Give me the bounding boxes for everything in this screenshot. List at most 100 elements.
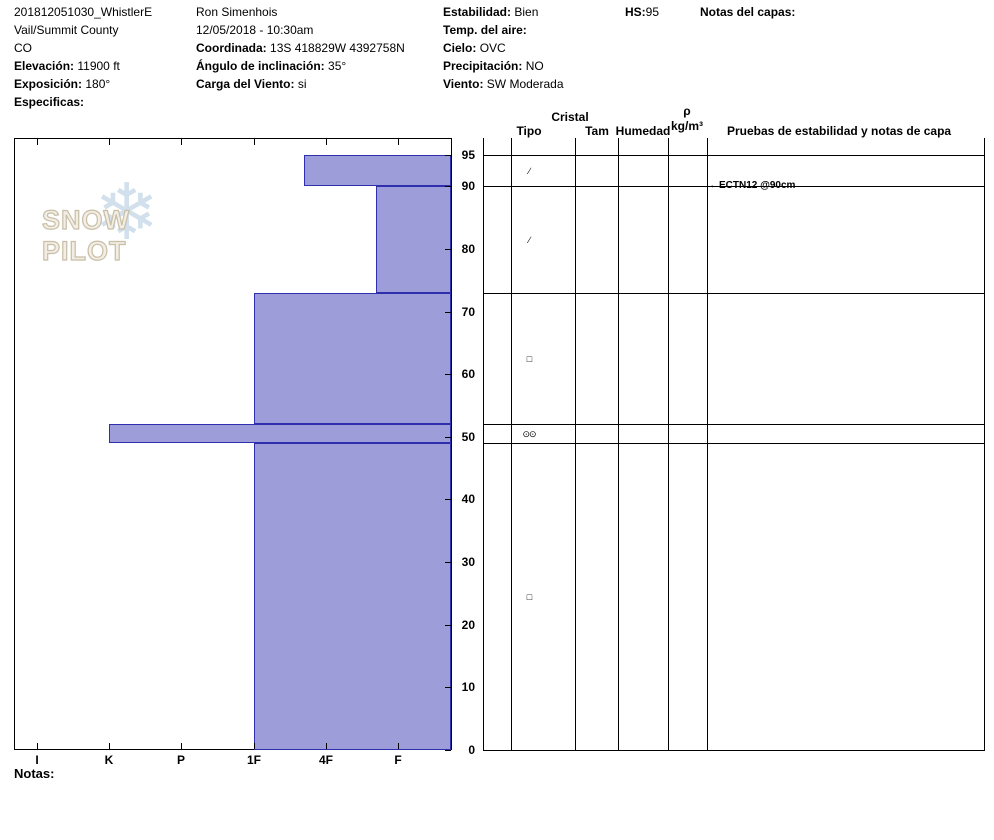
depth-tick	[445, 750, 451, 751]
wind: Viento: SW Moderada	[443, 77, 564, 91]
hardness-tick-bottom	[254, 743, 255, 749]
coordinates-label: Coordinada:	[196, 41, 267, 55]
layer-boundary-line	[483, 443, 985, 445]
hardness-tick-top	[37, 139, 38, 145]
profile-id: 201812051030_WhistlerE	[14, 5, 153, 19]
depth-tick	[445, 436, 451, 438]
depth-tick	[445, 499, 451, 501]
hardness-axis-label: 4F	[318, 753, 333, 767]
depth-tick-label: 40	[461, 492, 475, 507]
state: CO	[14, 41, 32, 55]
hs-value: 95	[645, 5, 660, 19]
hardness-axis-label: P	[176, 753, 185, 767]
density-rho-header: ρ	[683, 104, 691, 118]
notes-label: Notas:	[14, 766, 55, 781]
hardness-axis-label: 1F	[246, 753, 261, 767]
depth-tick-label: 60	[461, 367, 475, 382]
density-units-header: kg/m³	[670, 119, 703, 133]
stability-tests-header: Pruebas de estabilidad y notas de capa	[727, 124, 952, 138]
hardness-axis-label: K	[104, 753, 114, 767]
grain-type-symbol: □	[526, 591, 532, 602]
precipitation: Precipitación: NO	[443, 59, 544, 73]
layer-boundary-line	[483, 186, 985, 188]
depth-tick-label: 20	[461, 617, 475, 632]
snow-layer-bar	[109, 424, 451, 444]
layer-boundary-line	[483, 155, 985, 156]
location: Vail/Summit County	[14, 23, 119, 37]
layer-boundary-line	[483, 750, 985, 751]
coordinates: Coordinada: 13S 418829W 4392758N	[196, 41, 405, 55]
hardness-tick-bottom	[398, 743, 399, 749]
wind-loading-value: si	[297, 77, 307, 91]
hardness-tick-top	[181, 139, 182, 145]
hardness-tick-top	[398, 139, 399, 145]
humedad-header: Humedad	[615, 124, 671, 138]
stability-label: Estabilidad:	[443, 5, 512, 19]
wind-loading-label: Carga del Viento:	[196, 77, 295, 91]
hs-label: HS:	[625, 5, 646, 19]
stability: Estabilidad: Bien	[443, 5, 538, 19]
hardness-tick-top	[254, 139, 255, 145]
specifics: Especificas:	[14, 95, 84, 109]
depth-tick-label: 30	[461, 555, 475, 570]
slope-angle: Ángulo de inclinación: 35°	[196, 59, 346, 73]
hardness-tick-bottom	[37, 743, 38, 749]
slope-angle-label: Ángulo de inclinación:	[196, 59, 325, 73]
hardness-axis-label: F	[394, 753, 402, 767]
aspect-value: 180°	[85, 77, 111, 91]
grain-type-symbol: ∕	[528, 234, 531, 245]
coordinates-value: 13S 418829W 4392758N	[270, 41, 405, 55]
precipitation-value: NO	[525, 59, 544, 73]
snow-layer-bar	[253, 292, 451, 425]
wind-value: SW Moderada	[486, 77, 564, 91]
depth-tick-label: 50	[461, 429, 475, 444]
precipitation-label: Precipitación:	[443, 59, 523, 73]
layer-boundary-line	[483, 292, 985, 294]
grain-type-symbol: ∕	[528, 165, 531, 176]
depth-tick-label: 90	[461, 179, 475, 194]
stability-value: Bien	[514, 5, 539, 19]
hardness-tick-bottom	[326, 743, 327, 749]
wind-label: Viento:	[443, 77, 484, 91]
elevation-value: 11900 ft	[77, 59, 120, 73]
hs-total-depth: HS:95	[625, 5, 659, 19]
depth-tick	[445, 248, 451, 250]
specifics-label: Especificas:	[14, 95, 85, 109]
cristal-header: Cristal	[551, 110, 589, 124]
layer-notes: Notas del capas:	[700, 5, 795, 19]
depth-tick	[445, 624, 451, 626]
hardness-tick-bottom	[109, 743, 110, 749]
depth-tick-label: 10	[461, 680, 475, 695]
slope-angle-value: 35°	[328, 59, 347, 73]
air-temp-label: Temp. del aire:	[443, 23, 527, 37]
depth-tick	[445, 374, 451, 376]
depth-tick	[445, 562, 451, 564]
depth-tick	[445, 155, 451, 156]
sky-label: Cielo:	[443, 41, 477, 55]
aspect: Exposición: 180°	[14, 77, 110, 91]
layer-notes-label: Notas del capas:	[700, 5, 796, 19]
depth-tick-label: 80	[461, 241, 475, 256]
layer-boundary-line	[483, 424, 985, 426]
depth-tick	[445, 687, 451, 689]
depth-tick	[445, 311, 451, 313]
air-temp: Temp. del aire:	[443, 23, 527, 37]
aspect-label: Exposición:	[14, 77, 83, 91]
snow-layer-bar	[304, 155, 451, 187]
datetime: 12/05/2018 - 10:30am	[196, 23, 314, 37]
elevation: Elevación: 11900 ft	[14, 59, 120, 73]
observer: Ron Simenhois	[196, 5, 278, 19]
sky: Cielo: OVC	[443, 41, 506, 55]
snow-layer-bar	[376, 186, 451, 293]
depth-tick	[445, 186, 451, 188]
elevation-label: Elevación:	[14, 59, 75, 73]
depth-tick-label: 0	[468, 743, 475, 757]
hardness-tick-top	[109, 139, 110, 145]
snow-layer-bar	[253, 443, 451, 750]
tipo-header: Tipo	[516, 124, 542, 138]
tam-header: Tam	[585, 124, 609, 138]
grain-type-symbol: ⊙⊙	[522, 428, 536, 439]
hardness-tick-bottom	[181, 743, 182, 749]
hardness-tick-top	[326, 139, 327, 145]
